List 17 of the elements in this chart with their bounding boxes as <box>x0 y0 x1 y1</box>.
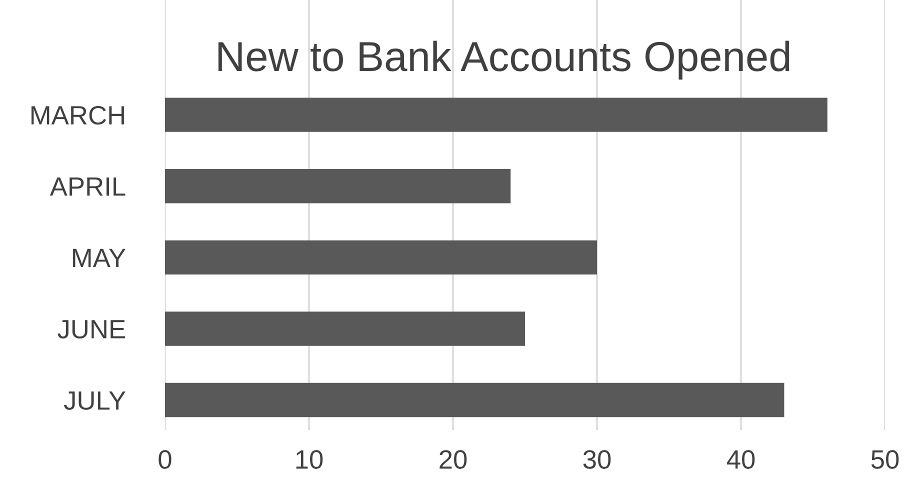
y-tick-label: APRIL <box>50 178 126 196</box>
bar <box>165 312 525 346</box>
x-tick-label: 10 <box>296 450 323 469</box>
bar <box>165 98 828 132</box>
bar <box>165 240 597 275</box>
bar <box>165 382 784 418</box>
y-tick-label: JULY <box>64 391 126 410</box>
x-tick-label: 50 <box>871 450 899 469</box>
y-tick-label: MAY <box>73 248 126 267</box>
x-tick-label: 20 <box>440 450 467 469</box>
y-tick-label: MARCH <box>32 106 124 125</box>
x-tick-label: 30 <box>583 450 611 469</box>
x-tick-label: 0 <box>158 450 172 469</box>
bar <box>165 169 511 204</box>
y-tick-label: JUNE <box>58 320 125 339</box>
x-tick-label: 40 <box>726 450 755 469</box>
chart-title: New to Bank Accounts Opened <box>218 40 790 80</box>
